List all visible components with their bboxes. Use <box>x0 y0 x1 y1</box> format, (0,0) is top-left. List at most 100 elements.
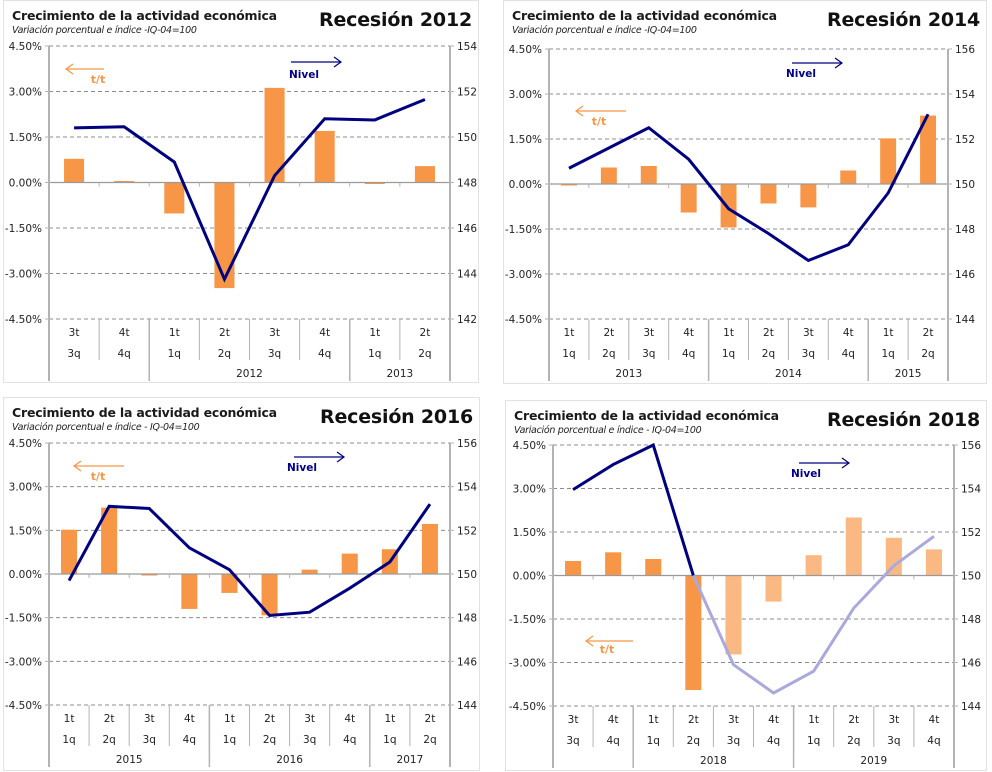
right-axis-tick-label: 150 <box>457 132 477 144</box>
bar <box>301 569 318 574</box>
left-axis-tick-label: 1.50% <box>9 132 42 144</box>
chart-panel-recesion-2014: Crecimiento de la actividad económica Va… <box>503 0 987 384</box>
left-axis-tick-label: 0.00% <box>9 569 42 581</box>
bar <box>805 555 822 576</box>
nivel-line <box>572 442 695 576</box>
year-label: 2016 <box>276 754 303 766</box>
bar <box>264 87 285 183</box>
chart-svg: 4.50% 156 3.00% 154 1.50% 152 0.00% 150 -1.50% 14… <box>509 440 981 768</box>
right-axis-tick-label: 144 <box>961 701 981 713</box>
year-label: 2017 <box>397 754 424 766</box>
right-axis-tick-label: 146 <box>955 269 975 281</box>
category-label-es: 1t <box>808 714 819 726</box>
category-label-en: 1q <box>368 348 381 360</box>
category-label-en: 1q <box>807 735 820 747</box>
bar <box>64 158 85 183</box>
tt-arrowhead-icon <box>584 635 594 647</box>
category-label-en: 3q <box>802 348 815 360</box>
bar <box>605 552 622 576</box>
left-axis-tick-label: -4.50% <box>5 314 42 326</box>
left-axis-tick-label: 4.50% <box>9 41 42 53</box>
right-axis-tick-label: 146 <box>457 656 477 668</box>
bar <box>920 115 937 184</box>
chart-subtitle: Variación porcentual e índice -IQ-04=100 <box>512 25 697 36</box>
bar <box>421 523 438 574</box>
bar <box>101 507 118 574</box>
category-label-es: 1t <box>369 327 380 339</box>
category-label-es: 1t <box>564 327 575 339</box>
category-label-en: 2q <box>263 734 276 746</box>
bar <box>214 182 235 289</box>
left-axis-tick-label: 1.50% <box>513 527 546 539</box>
bar <box>314 130 335 183</box>
category-label-es: 3t <box>643 327 654 339</box>
category-label-es: 4t <box>319 327 330 339</box>
category-label-es: 2t <box>420 327 431 339</box>
right-axis-tick-label: 144 <box>457 269 477 281</box>
bar <box>565 561 582 576</box>
bar <box>760 184 777 204</box>
nivel-arrowhead-icon <box>841 457 851 469</box>
left-axis-tick-label: 3.00% <box>9 482 42 494</box>
bar <box>341 553 358 574</box>
right-axis-tick-label: 148 <box>961 614 981 626</box>
category-label-es: 4t <box>768 714 779 726</box>
chart-subtitle: Variación porcentual e índice - IQ-04=10… <box>514 425 702 436</box>
bar <box>181 574 198 609</box>
right-axis-tick-label: 148 <box>457 178 477 190</box>
category-label-en: 3q <box>887 735 900 747</box>
left-axis-tick-label: 0.00% <box>509 179 542 191</box>
right-axis-tick-label: 154 <box>955 89 975 101</box>
chart-panel-recesion-2012: Crecimiento de la actividad económica Va… <box>3 0 479 383</box>
category-label-es: 2t <box>104 713 115 725</box>
right-axis-tick-label: 152 <box>961 527 981 539</box>
category-label-en: 2q <box>218 348 231 360</box>
category-label-es: 4t <box>929 714 940 726</box>
category-label-en: 3q <box>67 348 80 360</box>
category-label-es: 4t <box>119 327 130 339</box>
legend-nivel-label: Nivel <box>289 69 319 81</box>
left-axis-tick-label: 0.00% <box>513 571 546 583</box>
category-label-es: 4t <box>608 714 619 726</box>
bar <box>720 184 737 228</box>
category-label-es: 2t <box>688 714 699 726</box>
year-label: 2018 <box>700 755 727 767</box>
category-label-es: 2t <box>923 327 934 339</box>
category-label-en: 4q <box>183 734 196 746</box>
left-axis-tick-label: 4.50% <box>509 44 542 56</box>
category-label-en: 4q <box>767 735 780 747</box>
bar <box>880 138 897 184</box>
chart-title: Crecimiento de la actividad económica <box>512 8 777 23</box>
category-label-en: 1q <box>62 734 75 746</box>
left-axis-tick-label: 3.00% <box>509 89 542 101</box>
right-axis-tick-label: 156 <box>961 440 981 452</box>
left-axis-tick-label: 3.00% <box>513 484 546 496</box>
left-axis-tick-label: -4.50% <box>509 701 546 713</box>
recession-label: Recesión 2014 <box>827 9 980 31</box>
category-label-es: 2t <box>219 327 230 339</box>
nivel-arrowhead-icon <box>336 451 346 463</box>
category-label-en: 4q <box>118 348 131 360</box>
category-label-es: 3t <box>568 714 579 726</box>
category-label-es: 3t <box>888 714 899 726</box>
category-label-es: 2t <box>425 713 436 725</box>
category-label-es: 2t <box>763 327 774 339</box>
bar <box>560 184 577 186</box>
bar <box>725 575 742 655</box>
right-axis-tick-label: 154 <box>457 482 477 494</box>
category-label-es: 1t <box>648 714 659 726</box>
bar <box>640 166 657 184</box>
bar <box>114 180 135 183</box>
chart-title: Crecimiento de la actividad económica <box>12 405 277 420</box>
left-axis-tick-label: 1.50% <box>9 525 42 537</box>
legend-nivel-label: Nivel <box>287 462 317 474</box>
category-label-en: 2q <box>102 734 115 746</box>
category-label-es: 1t <box>224 713 235 725</box>
left-axis-tick-label: -3.00% <box>505 269 542 281</box>
category-label-es: 1t <box>64 713 75 725</box>
category-label-en: 1q <box>647 735 660 747</box>
category-label-en: 2q <box>687 735 700 747</box>
category-label-en: 1q <box>383 734 396 746</box>
right-axis-tick-label: 152 <box>457 525 477 537</box>
year-label: 2019 <box>860 755 887 767</box>
